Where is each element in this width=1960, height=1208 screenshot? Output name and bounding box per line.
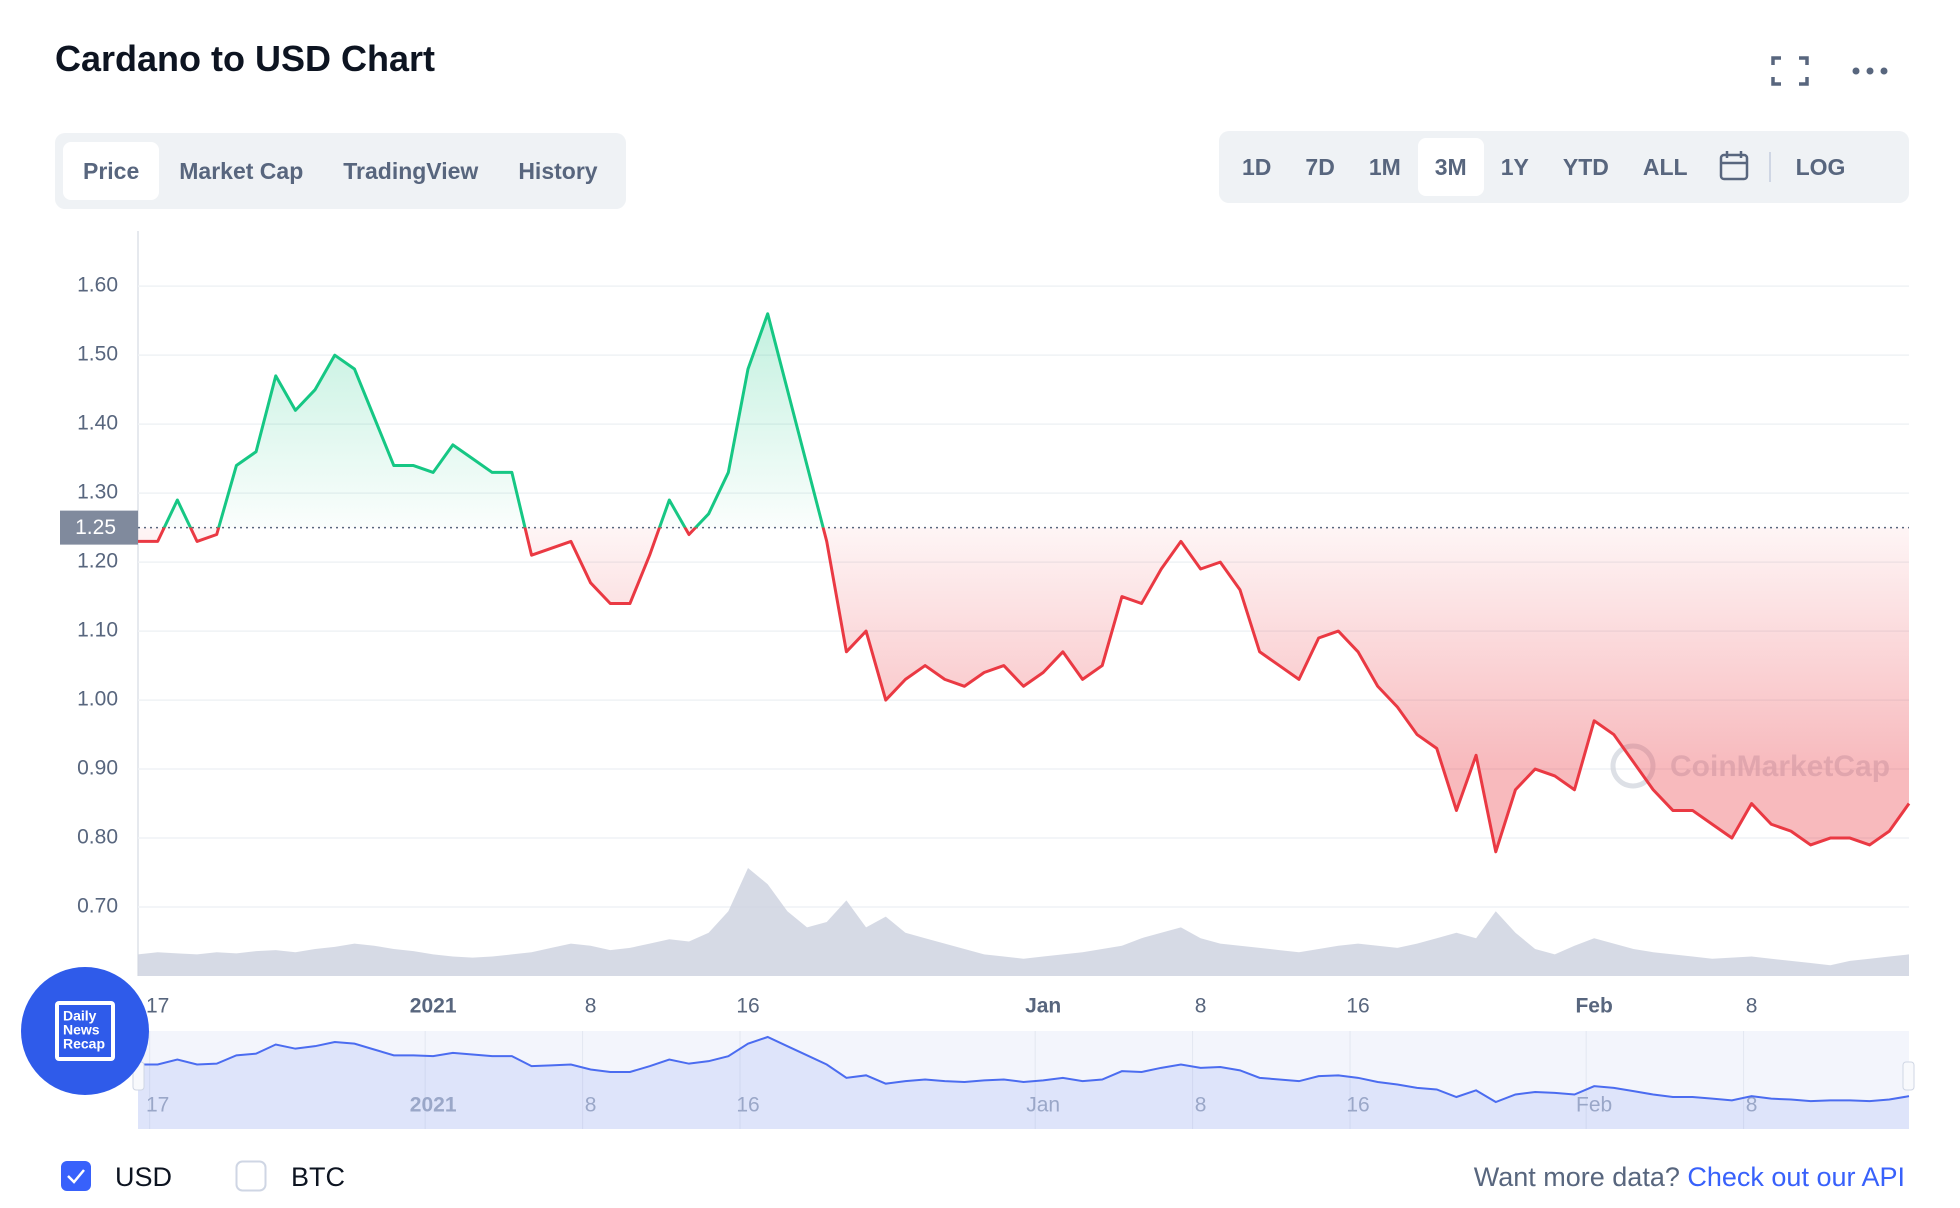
baseline-label-box [60,510,138,545]
currency-label: USD [115,1162,173,1192]
range-button[interactable]: 3M [1417,138,1484,196]
price-area [138,313,1909,852]
navigator-handle[interactable] [1902,1061,1915,1091]
y-tick-label: 0.70 [77,895,118,918]
badge-text: Recap [63,1036,105,1052]
tab-group: Price Market Cap TradingView History [55,133,626,209]
navigator-label: 16 [1346,1094,1369,1117]
y-tick-label: 0.90 [77,757,118,780]
x-tick-label: Jan [1025,995,1061,1018]
badge-text: Daily [63,1008,97,1024]
tab-button[interactable]: Market Cap [179,158,304,184]
range-button[interactable]: 1Y [1500,154,1529,180]
calendar-button[interactable] [1705,147,1761,187]
y-tick-label: 1.50 [77,343,118,366]
chart-title: Cardano to USD Chart [55,38,436,79]
tab-button[interactable]: TradingView [343,158,479,184]
navigator-label: Jan [1026,1094,1060,1117]
x-tick-label: 8 [1195,995,1207,1018]
y-tick-label: 1.40 [77,412,118,435]
x-tick-label: 2021 [410,995,457,1018]
btc-checkbox[interactable] [235,1160,267,1192]
currency-label: BTC [291,1162,345,1192]
y-tick-label: 1.30 [77,481,118,504]
y-tick-label: 1.60 [77,274,118,297]
volume-area [138,868,1909,976]
navigator-label: 8 [585,1094,597,1117]
fullscreen-button[interactable] [1770,55,1810,87]
navigator-line [138,1035,1910,1104]
range-button[interactable]: ALL [1642,154,1688,180]
tab-button[interactable]: History [518,158,598,184]
range-button[interactable]: 1M [1368,154,1401,180]
price-line [138,312,1911,854]
navigator-label: 17 [146,1094,169,1117]
navigator-label: 8 [1195,1094,1207,1117]
y-tick-label: 1.10 [77,619,118,642]
news-badge[interactable]: Daily News Recap [21,967,149,1095]
more-button[interactable] [1850,60,1890,82]
navigator-label: Feb [1576,1094,1612,1117]
y-tick-label: 1.20 [77,550,118,573]
range-button[interactable]: 7D [1305,154,1335,180]
footer-note: Want more data? [1473,1162,1680,1192]
navigator-label: 2021 [410,1094,457,1117]
x-tick-label: Feb [1575,995,1612,1018]
usd-checkbox[interactable] [60,1160,92,1192]
x-tick-label: 17 [146,995,169,1018]
navigator-label: 8 [1746,1094,1758,1117]
x-tick-label: 16 [1346,995,1369,1018]
tab-button[interactable]: Price [63,142,160,200]
baseline-label: 1.25 [75,516,116,539]
navigator-bg [138,1031,1909,1129]
log-button[interactable]: LOG [1795,154,1846,180]
range-group: 1D 7D 1M 3M 1Y YTD ALL LOG [1219,131,1909,203]
range-button[interactable]: YTD [1562,154,1609,180]
y-tick-label: 0.80 [77,826,118,849]
footer: USD BTC Want more data? Check out our AP… [0,1140,1960,1208]
x-tick-label: 8 [1746,995,1758,1018]
y-tick-label: 1.00 [77,688,118,711]
api-link[interactable]: Check out our API [1687,1162,1905,1192]
range-button[interactable]: 1D [1242,154,1272,180]
x-tick-label: 16 [736,995,759,1018]
x-tick-label: 8 [585,995,597,1018]
separator [1768,152,1771,182]
footer-text: Want more data? Check out our API [1474,1162,1905,1193]
navigator-label: 16 [736,1094,759,1117]
badge-text: News [63,1022,100,1038]
